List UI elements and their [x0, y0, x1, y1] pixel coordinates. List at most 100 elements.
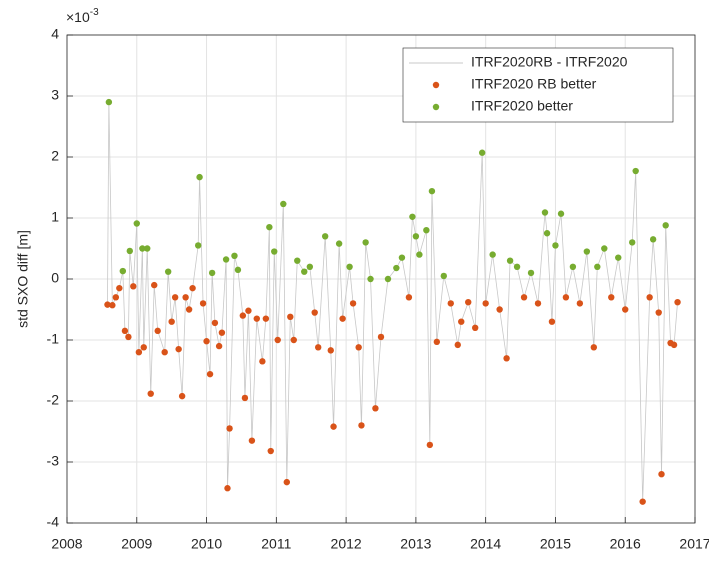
legend-label: ITRF2020 RB better	[471, 76, 597, 92]
x-tick-label: 2008	[51, 536, 82, 552]
data-point	[552, 242, 559, 249]
data-point	[601, 245, 608, 252]
data-point	[164, 268, 172, 275]
data-point	[405, 294, 413, 301]
data-point	[135, 349, 143, 356]
data-point	[384, 275, 392, 283]
data-point	[112, 294, 120, 301]
data-point	[458, 318, 465, 325]
data-point	[239, 312, 247, 319]
data-point	[294, 257, 301, 264]
data-point	[355, 344, 362, 351]
data-point	[339, 315, 346, 322]
y-tick-label: 2	[51, 148, 59, 164]
data-point	[440, 272, 447, 280]
data-point	[185, 306, 193, 313]
data-point	[144, 245, 151, 252]
data-point	[311, 309, 318, 316]
y-axis-label: std SXO diff [m]	[15, 230, 31, 328]
data-point	[178, 392, 186, 400]
data-point	[248, 437, 256, 444]
data-point	[362, 239, 369, 246]
data-point	[496, 306, 503, 313]
data-point	[583, 248, 591, 255]
data-point	[423, 227, 430, 234]
data-point	[301, 268, 308, 275]
legend-label: ITRF2020RB - ITRF2020	[471, 54, 628, 70]
data-point	[409, 213, 416, 220]
y-multiplier-base: ×10	[66, 9, 90, 25]
data-point	[133, 220, 140, 227]
y-tick-label: 1	[51, 209, 59, 225]
y-tick-label: -4	[47, 514, 60, 530]
data-point	[105, 98, 113, 106]
data-point	[245, 307, 252, 314]
x-tick-label: 2010	[191, 536, 222, 552]
data-point	[569, 263, 577, 270]
data-point	[215, 342, 223, 350]
data-point	[658, 471, 665, 478]
data-point	[543, 230, 551, 237]
data-point	[199, 300, 207, 307]
legend-marker	[432, 81, 440, 89]
data-point	[241, 394, 249, 402]
data-point	[608, 294, 615, 301]
data-point	[372, 405, 379, 412]
data-point	[280, 200, 287, 208]
data-point	[211, 319, 219, 327]
data-point	[639, 498, 646, 505]
data-point	[151, 281, 158, 289]
data-point	[206, 370, 214, 378]
legend-box	[402, 47, 674, 123]
data-point	[367, 275, 374, 283]
data-point	[629, 239, 636, 246]
data-point	[465, 298, 472, 306]
data-point	[527, 269, 535, 277]
data-point	[335, 240, 343, 247]
data-point	[327, 347, 334, 354]
x-tick-label: 2009	[121, 536, 152, 552]
data-point	[541, 209, 549, 216]
data-point	[119, 267, 127, 275]
data-point	[126, 247, 133, 255]
data-point	[416, 251, 423, 258]
data-point	[503, 355, 510, 362]
data-point	[346, 263, 353, 270]
data-point	[478, 149, 486, 156]
data-point	[482, 300, 489, 307]
y-multiplier-exponent: -3	[90, 7, 99, 18]
data-point	[222, 256, 230, 263]
data-point	[147, 390, 154, 397]
data-point	[315, 344, 322, 351]
data-point	[398, 254, 406, 261]
data-point	[412, 233, 420, 240]
data-point	[615, 254, 622, 261]
data-point	[662, 222, 669, 229]
x-tick-label: 2017	[679, 536, 709, 552]
data-point	[154, 327, 161, 335]
data-point	[203, 338, 210, 345]
data-point	[218, 329, 226, 336]
data-point	[262, 315, 270, 322]
y-tick-label: -3	[47, 453, 60, 469]
data-point	[290, 336, 297, 344]
data-point	[674, 298, 681, 306]
data-point	[266, 223, 273, 231]
data-point	[454, 341, 461, 349]
x-tick-label: 2015	[540, 536, 571, 552]
data-point	[274, 336, 281, 344]
x-tick-label: 2011	[261, 536, 291, 552]
data-point	[472, 324, 479, 331]
data-point	[125, 333, 132, 341]
data-point	[428, 187, 436, 195]
data-point	[196, 173, 203, 181]
data-point	[393, 264, 400, 272]
data-point	[576, 300, 584, 307]
x-tick-label: 2014	[470, 536, 501, 552]
data-point	[130, 283, 137, 290]
data-point	[139, 245, 146, 252]
data-point	[140, 344, 147, 351]
data-point	[594, 263, 601, 270]
y-tick-label: 3	[51, 87, 59, 103]
